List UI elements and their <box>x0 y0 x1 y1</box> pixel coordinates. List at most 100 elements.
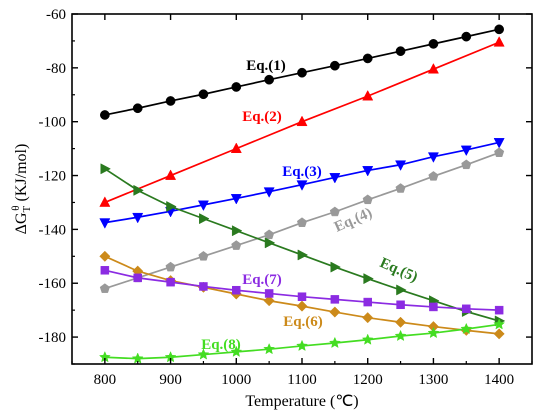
data-point <box>165 169 177 180</box>
data-point <box>493 138 505 149</box>
data-point <box>133 273 142 283</box>
series-eq-6 <box>99 250 505 340</box>
data-point <box>297 292 307 301</box>
series-eq-2 <box>99 36 505 207</box>
y-tick-label: -120 <box>39 169 67 185</box>
data-point <box>330 261 341 273</box>
y-axis-title-sub: T <box>21 205 33 212</box>
x-tick-label: 1000 <box>221 372 251 388</box>
data-point <box>133 184 144 196</box>
data-point <box>329 173 341 184</box>
data-point <box>429 302 438 312</box>
data-point <box>263 342 276 355</box>
y-tick-label: -160 <box>39 276 67 292</box>
data-point <box>100 266 110 275</box>
data-point <box>297 249 309 261</box>
data-point <box>199 213 210 225</box>
data-point <box>493 318 506 330</box>
data-point <box>264 289 274 298</box>
data-point <box>263 295 275 307</box>
data-point <box>166 200 177 213</box>
data-point <box>296 217 308 227</box>
series-eq-1 <box>100 24 504 120</box>
data-point <box>394 329 407 342</box>
x-tick-label: 900 <box>159 372 182 388</box>
series-label: Eq.(2) <box>242 109 282 125</box>
data-point <box>230 345 243 357</box>
data-point <box>362 53 373 64</box>
data-point <box>100 163 111 175</box>
data-point <box>231 240 242 250</box>
data-point <box>198 250 209 261</box>
data-point <box>99 196 111 207</box>
y-tick-label: -60 <box>46 7 66 23</box>
data-point <box>199 282 208 291</box>
data-point <box>132 103 143 114</box>
data-point <box>493 36 505 47</box>
data-point <box>132 212 144 224</box>
data-point <box>427 152 439 163</box>
y-tick-label: -80 <box>46 61 66 77</box>
data-point <box>362 194 373 205</box>
data-point <box>428 171 439 181</box>
data-point <box>460 322 473 335</box>
data-point <box>395 316 407 328</box>
y-tick-label: -100 <box>39 115 67 131</box>
y-tick-label: -180 <box>39 330 67 346</box>
data-point <box>99 250 111 262</box>
data-point <box>395 46 406 57</box>
series-label: Eq.(6) <box>283 314 323 330</box>
data-point <box>165 96 176 106</box>
data-point <box>296 115 308 127</box>
data-point <box>264 229 275 240</box>
y-axis-title-unit: (KJ/mol) <box>13 144 30 206</box>
data-point <box>230 194 242 205</box>
x-tick-label: 1100 <box>287 372 316 388</box>
series-eq-5 <box>100 163 506 327</box>
data-point <box>230 142 242 153</box>
data-point <box>264 74 274 85</box>
data-point <box>395 183 406 193</box>
data-point <box>329 206 340 217</box>
data-point <box>494 305 504 315</box>
data-point <box>330 295 340 304</box>
series-eq-3 <box>99 138 505 229</box>
data-point <box>363 273 374 285</box>
data-point <box>427 326 440 339</box>
data-point <box>460 145 472 157</box>
data-point <box>197 348 210 360</box>
plot-marks <box>98 24 506 364</box>
series-label: Eq.(1) <box>246 58 286 74</box>
series-labels: Eq.(1)Eq.(2)Eq.(3)Eq.(4)Eq.(5)Eq.(6)Eq.(… <box>201 58 420 353</box>
data-point <box>363 297 372 307</box>
data-point <box>361 333 374 345</box>
axis-ticks: 800 900 1000 1100 1200 1300 1400 -180 -160 -140 -1… <box>39 7 533 388</box>
data-point <box>198 89 209 100</box>
data-point <box>462 304 471 314</box>
x-axis-title: Temperature (℃) <box>245 393 358 410</box>
data-point <box>231 82 242 92</box>
data-point <box>264 237 276 249</box>
data-point <box>461 31 472 42</box>
series-label: Eq.(8) <box>201 337 241 353</box>
x-tick-label: 1300 <box>418 372 448 388</box>
data-point <box>99 283 110 293</box>
data-point <box>396 300 405 310</box>
data-point <box>197 200 209 212</box>
data-point <box>232 285 241 295</box>
data-point <box>493 328 505 340</box>
series-eq-8 <box>98 318 506 364</box>
y-axis-title: ΔGTθ (KJ/mol) <box>10 144 33 235</box>
x-tick-label: 1200 <box>353 372 383 388</box>
data-point <box>362 166 374 177</box>
y-tick-label: -140 <box>39 222 67 238</box>
data-point <box>428 39 439 49</box>
y-axis-title-main: ΔG <box>13 212 30 234</box>
data-point <box>297 67 307 78</box>
series-label: Eq.(5) <box>377 255 420 286</box>
series-eq-7 <box>100 266 504 315</box>
data-point <box>494 24 504 35</box>
data-point <box>362 89 374 101</box>
data-point <box>231 225 243 237</box>
